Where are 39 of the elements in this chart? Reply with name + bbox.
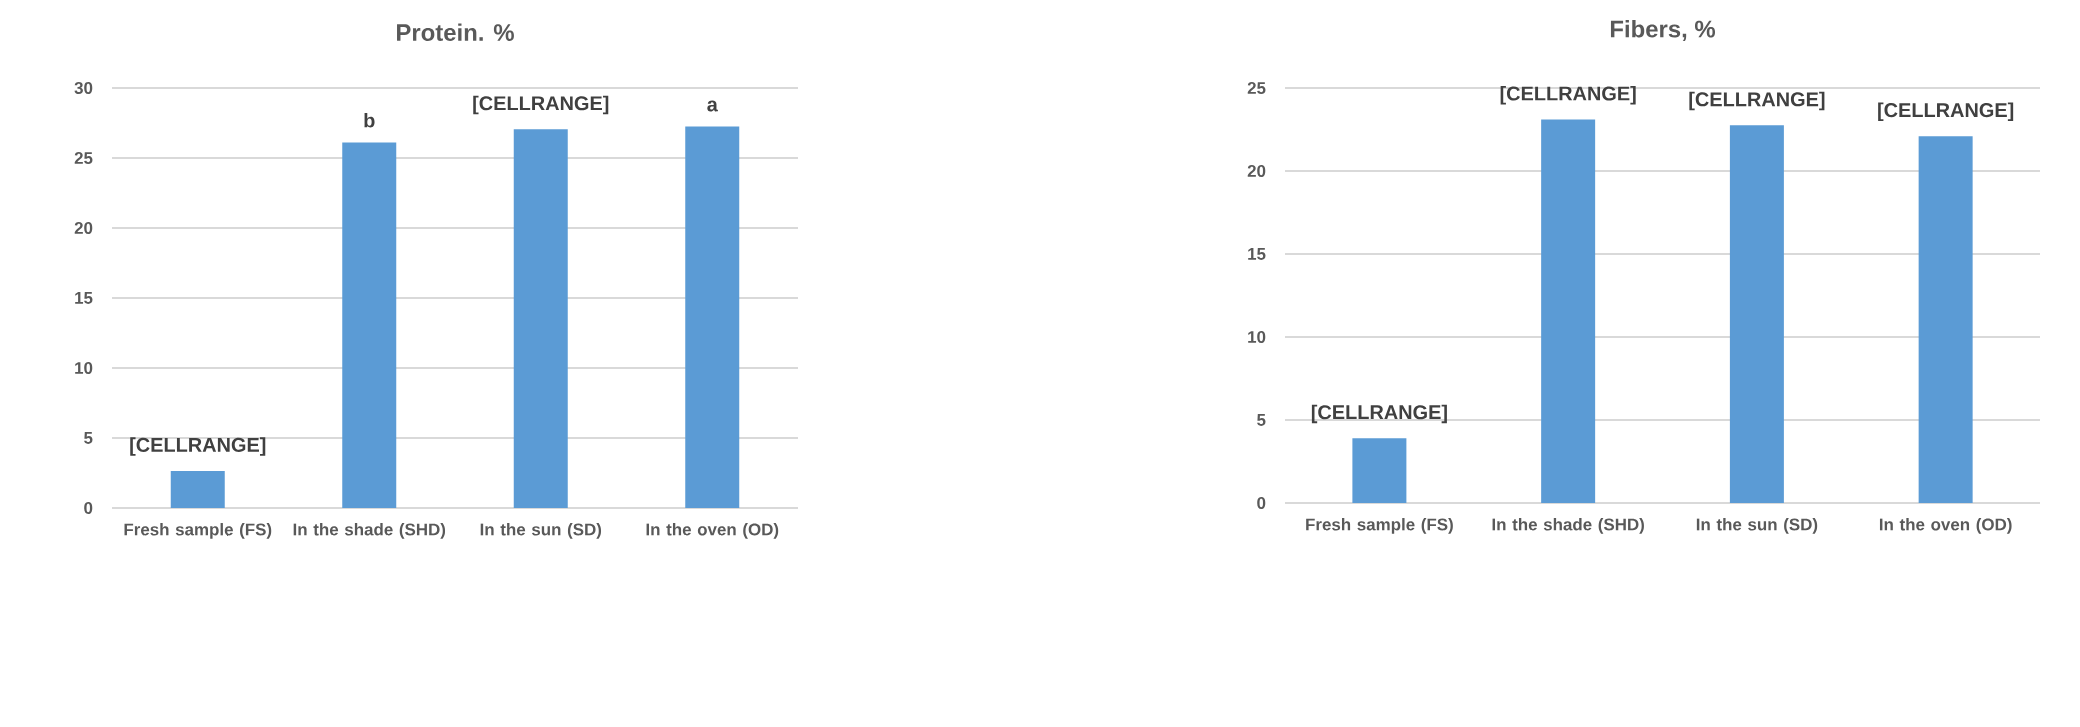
x-tick-label: In the shade (SHD) [293,523,446,539]
data-label: [CELLRANGE] [1311,404,1447,424]
y-tick-label: 20 [74,222,93,234]
y-tick-label: 20 [1247,165,1266,177]
x-tick-label: Fresh sample (FS) [1306,518,1453,534]
x-tick-label: In the oven (OD) [1879,518,2012,534]
data-label: [CELLRANGE] [473,95,609,115]
x-tick-label: In the shade (SHD) [1492,518,1644,534]
bar [685,126,740,508]
bar [1729,125,1784,503]
y-tick-label: 15 [75,292,93,304]
data-label: [CELLRANGE] [1689,91,1825,111]
y-tick-label: 30 [74,82,93,94]
data-label: [CELLRANGE] [1878,102,2014,122]
y-tick-label: 10 [1248,331,1266,343]
y-tick-label: 0 [84,502,93,514]
data-label: a [707,100,718,112]
y-tick-label: 5 [84,432,93,444]
data-label: [CELLRANGE] [130,437,266,456]
y-tick-label: 10 [75,362,93,374]
y-tick-label: 0 [1257,497,1266,509]
bar [1918,136,1973,503]
chart-title: Protein. % [397,23,514,41]
bar [170,470,225,508]
chart-title: Fibers, % [1610,19,1716,41]
bar [1352,438,1407,503]
data-label: [CELLRANGE] [1500,85,1636,105]
bar [1541,119,1596,503]
x-tick-label: In the oven (OD) [646,523,779,539]
y-tick-label: 15 [1248,248,1266,260]
y-tick-label: 5 [1257,414,1266,426]
bar [342,142,397,508]
y-tick-label: 25 [1247,82,1266,94]
x-tick-label: In the sun (SD) [1696,518,1818,534]
x-tick-label: In the sun (SD) [480,523,602,539]
data-label: b [364,112,375,128]
x-tick-label: Fresh sample (FS) [124,523,272,539]
bar [513,129,568,508]
y-tick-label: 25 [74,152,93,164]
